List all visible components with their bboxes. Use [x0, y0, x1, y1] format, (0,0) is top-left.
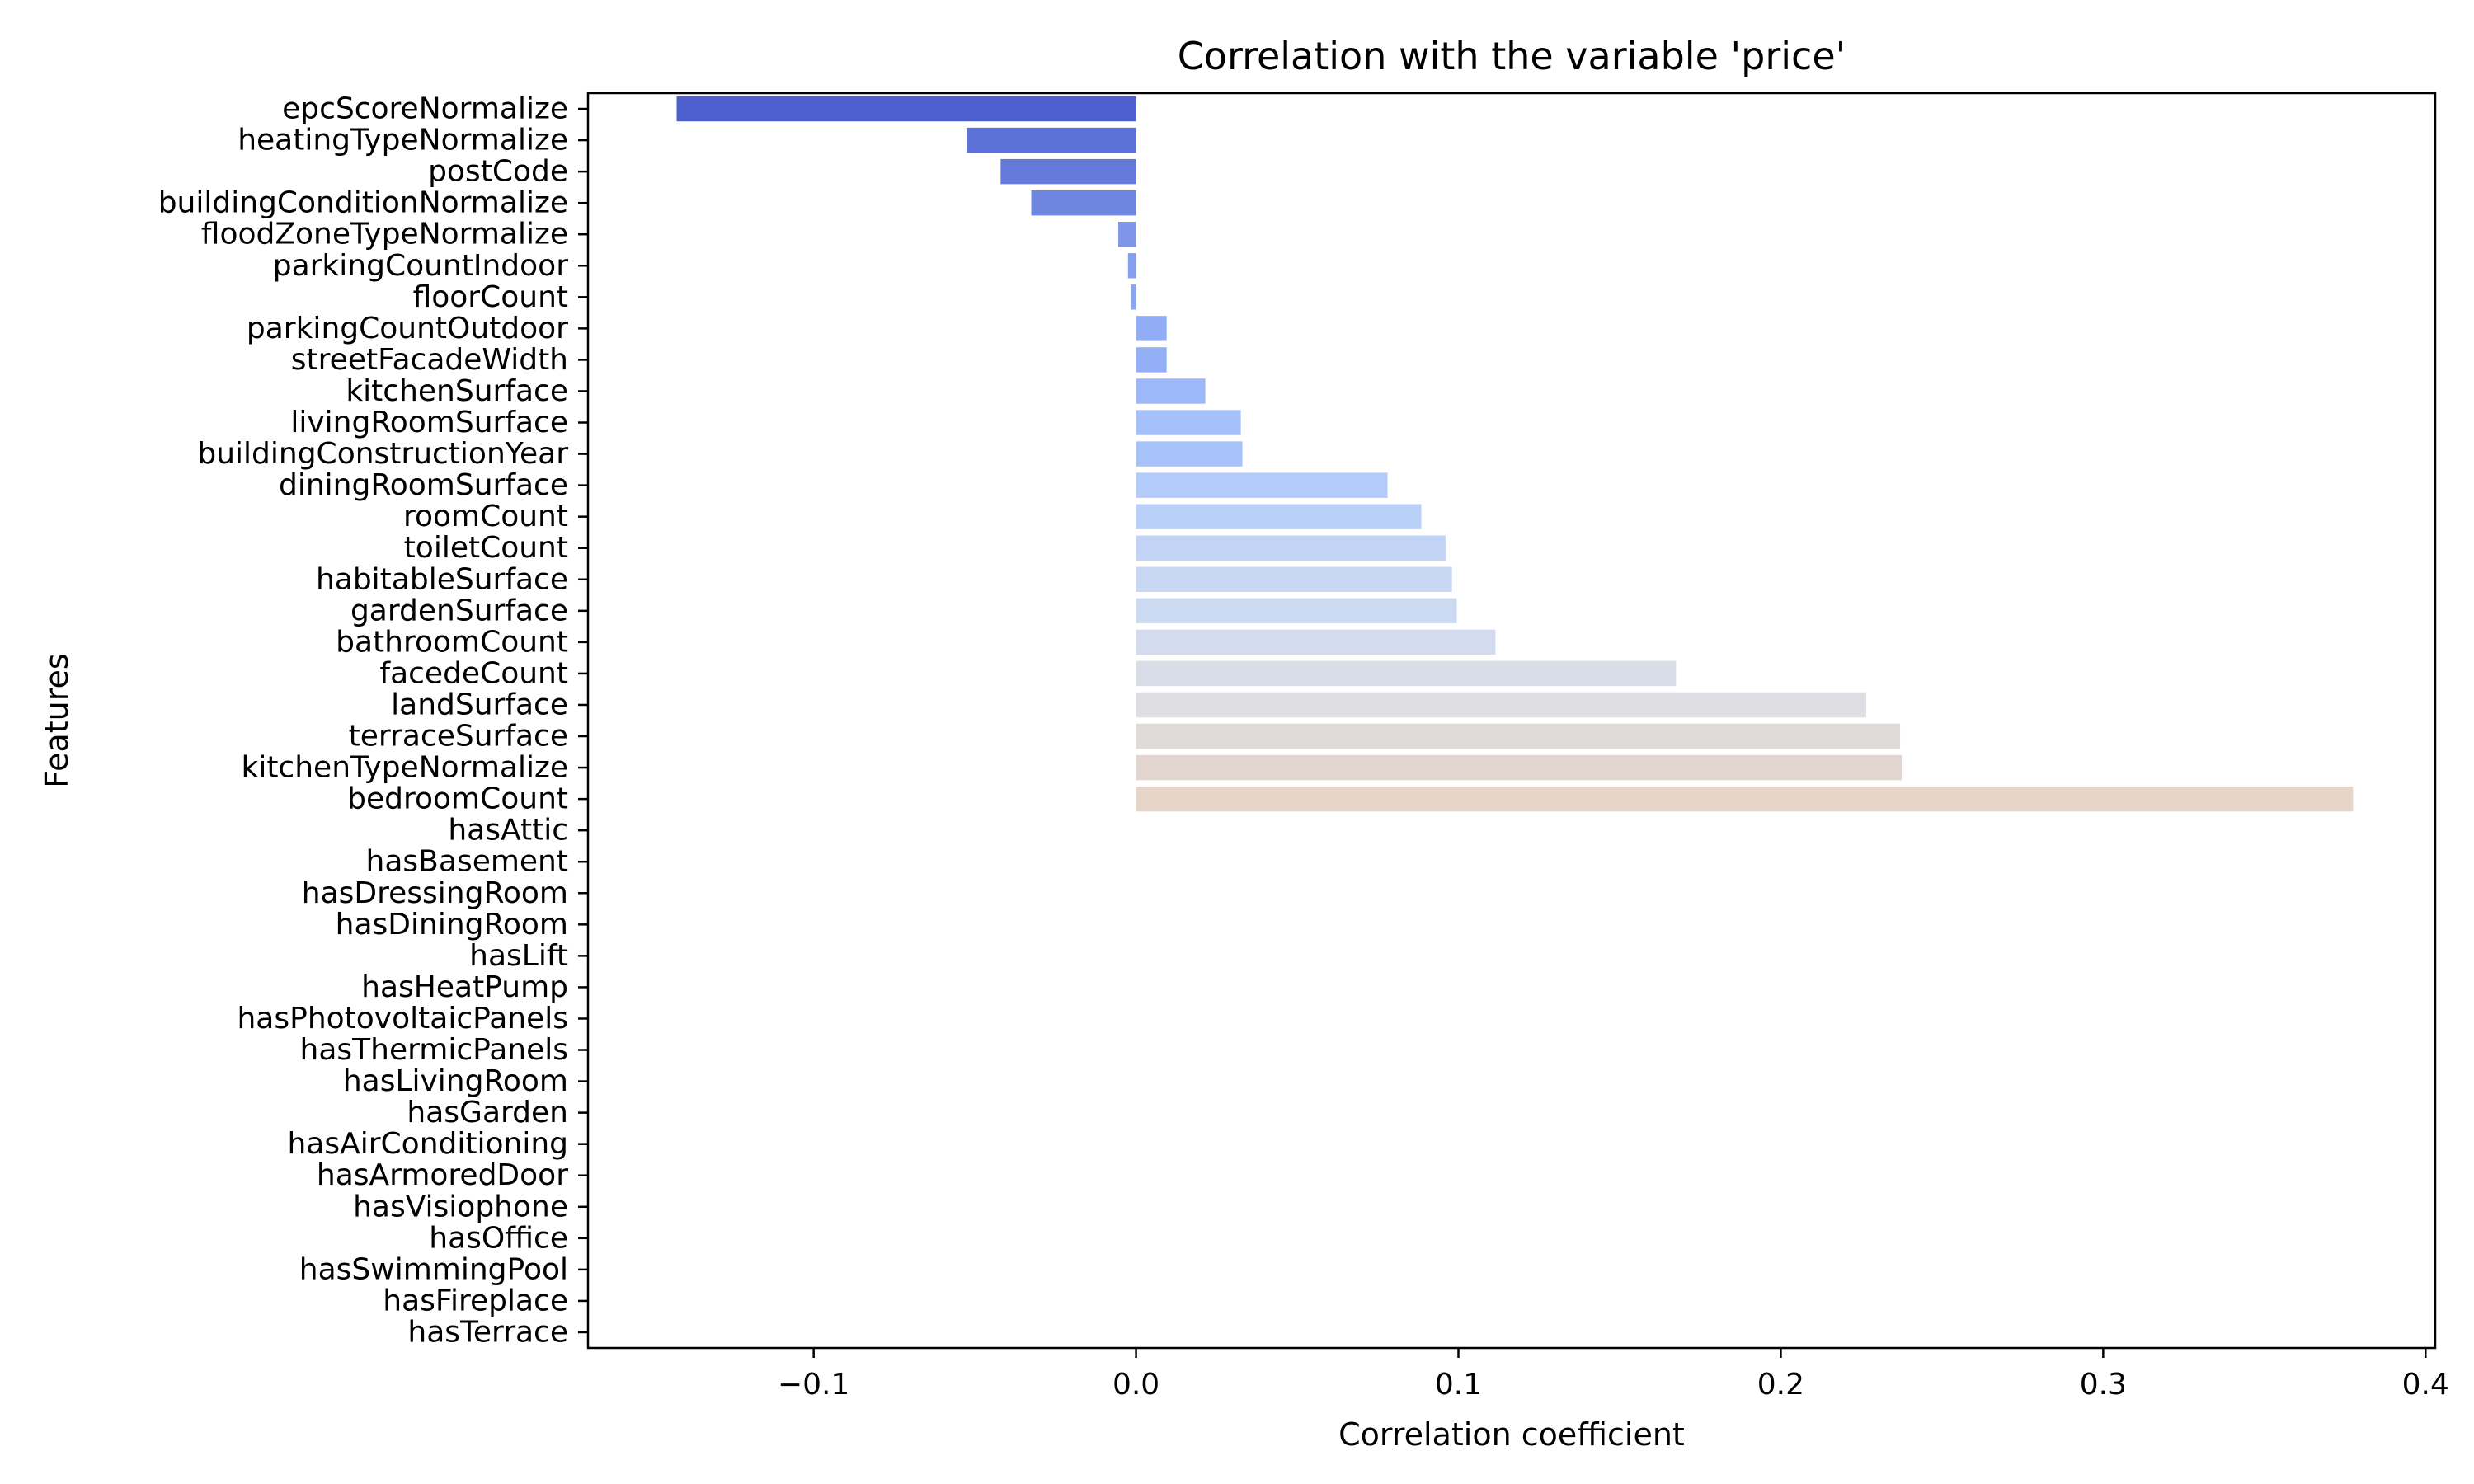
- y-tick-label-hasFireplace: hasFireplace: [383, 1284, 568, 1317]
- bar-floodZoneTypeNormalize: [1118, 222, 1136, 247]
- y-tick-label-diningRoomSurface: diningRoomSurface: [279, 468, 568, 502]
- bar-facedeCount: [1136, 660, 1677, 687]
- y-tick-label-floorCount: floorCount: [413, 280, 568, 314]
- y-tick-label-hasHeatPump: hasHeatPump: [361, 970, 568, 1004]
- y-tick-label-bedroomCount: bedroomCount: [347, 782, 568, 816]
- y-tick-label-hasAttic: hasAttic: [448, 814, 568, 848]
- y-tick-label-buildingConstructionYear: buildingConstructionYear: [197, 437, 568, 471]
- y-tick-label-kitchenSurface: kitchenSurface: [346, 374, 568, 408]
- bar-kitchenSurface: [1136, 378, 1206, 404]
- y-tick-label-landSurface: landSurface: [391, 688, 568, 721]
- x-axis-title: Correlation coefficient: [1338, 1416, 1685, 1453]
- bar-streetFacadeWidth: [1136, 347, 1167, 373]
- bar-toiletCount: [1136, 535, 1446, 561]
- y-tick-label-hasVisiophone: hasVisiophone: [353, 1190, 568, 1223]
- x-tick-label: 0.4: [2402, 1368, 2449, 1402]
- bar-diningRoomSurface: [1136, 472, 1388, 498]
- bar-parkingCountIndoor: [1127, 253, 1136, 279]
- y-tick-label-toiletCount: toiletCount: [404, 531, 568, 565]
- bar-buildingConstructionYear: [1136, 441, 1243, 467]
- y-tick-label-bathroomCount: bathroomCount: [336, 625, 568, 659]
- y-tick-label-roomCount: roomCount: [403, 500, 568, 533]
- y-tick-label-parkingCountIndoor: parkingCountIndoor: [273, 249, 568, 283]
- y-tick-label-postCode: postCode: [428, 155, 568, 189]
- y-tick-label-hasThermicPanels: hasThermicPanels: [300, 1033, 569, 1067]
- y-tick-label-terraceSurface: terraceSurface: [349, 720, 568, 754]
- y-tick-label-hasBasement: hasBasement: [366, 845, 568, 879]
- x-tick-label: 0.2: [1757, 1368, 1804, 1402]
- bar-epcScoreNormalize: [676, 96, 1136, 122]
- bar-bathroomCount: [1136, 629, 1496, 655]
- y-tick-label-hasPhotovoltaicPanels: hasPhotovoltaicPanels: [237, 1002, 568, 1036]
- bar-heatingTypeNormalize: [967, 127, 1136, 153]
- bar-parkingCountOutdoor: [1136, 316, 1167, 341]
- y-tick-label-hasAirConditioning: hasAirConditioning: [287, 1127, 568, 1161]
- y-tick-label-kitchenTypeNormalize: kitchenTypeNormalize: [241, 751, 568, 785]
- y-tick-label-heatingTypeNormalize: heatingTypeNormalize: [238, 124, 568, 157]
- x-tick-label: 0.1: [1435, 1368, 1482, 1402]
- y-tick-label-livingRoomSurface: livingRoomSurface: [290, 406, 568, 439]
- y-axis-title: Features: [39, 653, 75, 787]
- y-tick-label-hasLivingRoom: hasLivingRoom: [343, 1064, 568, 1098]
- y-tick-label-streetFacadeWidth: streetFacadeWidth: [291, 343, 568, 377]
- bar-livingRoomSurface: [1136, 410, 1241, 435]
- y-tick-label-hasArmoredDoor: hasArmoredDoor: [317, 1158, 568, 1192]
- bar-buildingConditionNormalize: [1031, 190, 1136, 216]
- y-tick-label-hasDiningRoom: hasDiningRoom: [336, 908, 568, 942]
- bar-terraceSurface: [1136, 723, 1901, 749]
- chart-title: Correlation with the variable 'price': [1178, 34, 1846, 78]
- y-axis-ticks: epcScoreNormalizeheatingTypeNormalizepos…: [158, 92, 588, 1349]
- y-tick-label-hasGarden: hasGarden: [407, 1096, 568, 1129]
- bar-roomCount: [1136, 504, 1422, 529]
- bar-landSurface: [1136, 692, 1867, 718]
- bar-habitableSurface: [1136, 566, 1452, 592]
- y-tick-label-hasTerrace: hasTerrace: [407, 1315, 568, 1349]
- x-axis-ticks: −0.1 0.0 0.1 0.2 0.3 0.4: [778, 1348, 2449, 1402]
- y-tick-label-parkingCountOutdoor: parkingCountOutdoor: [247, 312, 568, 345]
- x-tick-label: −0.1: [778, 1368, 849, 1402]
- x-tick-label: 0.3: [2080, 1368, 2127, 1402]
- bar-bedroomCount: [1136, 786, 2354, 812]
- x-tick-label: 0.0: [1112, 1368, 1159, 1402]
- y-tick-label-hasOffice: hasOffice: [429, 1221, 568, 1255]
- y-tick-label-hasSwimmingPool: hasSwimmingPool: [299, 1252, 568, 1286]
- bars-group: [676, 96, 2354, 812]
- y-tick-label-facedeCount: facedeCount: [379, 656, 568, 690]
- bar-kitchenTypeNormalize: [1136, 754, 1903, 781]
- bar-postCode: [1000, 158, 1136, 185]
- plot-frame: [586, 92, 2437, 1350]
- bar-floorCount: [1131, 284, 1136, 310]
- bar-gardenSurface: [1136, 598, 1457, 624]
- y-tick-label-epcScoreNormalize: epcScoreNormalize: [282, 92, 568, 126]
- y-tick-label-hasLift: hasLift: [469, 939, 568, 973]
- y-tick-label-floodZoneTypeNormalize: floodZoneTypeNormalize: [201, 218, 568, 251]
- y-tick-label-hasDressingRoom: hasDressingRoom: [302, 876, 568, 910]
- y-tick-label-buildingConditionNormalize: buildingConditionNormalize: [158, 186, 568, 220]
- y-tick-label-habitableSurface: habitableSurface: [316, 562, 568, 596]
- y-tick-label-gardenSurface: gardenSurface: [350, 594, 568, 627]
